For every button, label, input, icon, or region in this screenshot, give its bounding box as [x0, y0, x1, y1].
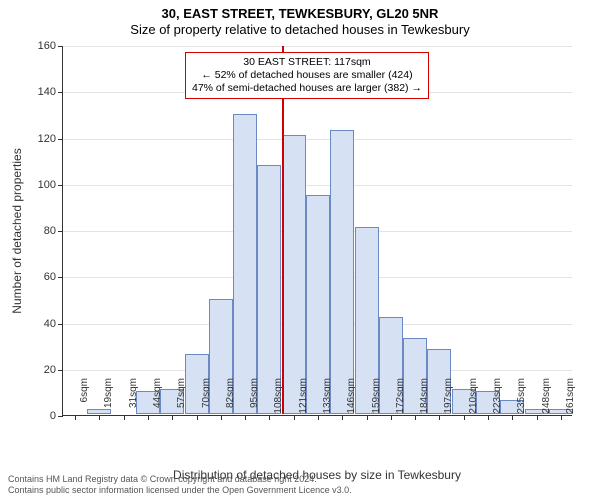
annotation-line1: 30 EAST STREET: 117sqm [192, 56, 422, 69]
xtick-mark [439, 415, 440, 420]
xtick-mark [99, 415, 100, 420]
ytick-mark [58, 139, 63, 140]
xtick-mark [245, 415, 246, 420]
xtick-mark [367, 415, 368, 420]
reference-line [282, 46, 284, 414]
xtick-mark [488, 415, 489, 420]
ytick-label: 0 [20, 410, 56, 422]
ytick-label: 120 [20, 133, 56, 145]
annotation-box: 30 EAST STREET: 117sqm← 52% of detached … [185, 52, 429, 99]
xtick-mark [75, 415, 76, 420]
y-axis-label: Number of detached properties [10, 148, 24, 313]
footer-line1: Contains HM Land Registry data © Crown c… [8, 474, 352, 485]
histogram-bar [330, 130, 354, 414]
chart-area: 0204060801001201401606sqm19sqm31sqm44sqm… [62, 46, 572, 416]
ytick-mark [58, 46, 63, 47]
footer-line2: Contains public sector information licen… [8, 485, 352, 496]
xtick-mark [537, 415, 538, 420]
histogram-bar [282, 135, 306, 414]
ytick-mark [58, 92, 63, 93]
xtick-mark [148, 415, 149, 420]
xtick-mark [318, 415, 319, 420]
ytick-mark [58, 185, 63, 186]
ytick-label: 60 [20, 271, 56, 283]
xtick-mark [512, 415, 513, 420]
ytick-label: 40 [20, 318, 56, 330]
ytick-mark [58, 416, 63, 417]
xtick-mark [124, 415, 125, 420]
title-block: 30, EAST STREET, TEWKESBURY, GL20 5NR Si… [0, 0, 600, 37]
chart-container: 30, EAST STREET, TEWKESBURY, GL20 5NR Si… [0, 0, 600, 500]
ytick-label: 20 [20, 364, 56, 376]
grid-line [63, 185, 572, 186]
ytick-mark [58, 324, 63, 325]
xtick-mark [197, 415, 198, 420]
footer-attribution: Contains HM Land Registry data © Crown c… [8, 474, 352, 497]
xtick-mark [464, 415, 465, 420]
chart-address: 30, EAST STREET, TEWKESBURY, GL20 5NR [0, 6, 600, 21]
ytick-mark [58, 231, 63, 232]
grid-line [63, 139, 572, 140]
ytick-label: 160 [20, 40, 56, 52]
xtick-mark [269, 415, 270, 420]
annotation-line2: ← 52% of detached houses are smaller (42… [192, 69, 422, 82]
ytick-label: 100 [20, 179, 56, 191]
xtick-label: 235sqm [516, 378, 527, 422]
xtick-mark [391, 415, 392, 420]
xtick-label: 261sqm [565, 378, 576, 422]
xtick-mark [221, 415, 222, 420]
ytick-mark [58, 370, 63, 371]
xtick-mark [172, 415, 173, 420]
xtick-label: 248sqm [541, 378, 552, 422]
ytick-mark [58, 277, 63, 278]
xtick-mark [294, 415, 295, 420]
annotation-line3: 47% of semi-detached houses are larger (… [192, 82, 422, 95]
plot-region: 0204060801001201401606sqm19sqm31sqm44sqm… [62, 46, 572, 416]
ytick-label: 140 [20, 86, 56, 98]
grid-line [63, 46, 572, 47]
histogram-bar [233, 114, 257, 414]
ytick-label: 80 [20, 225, 56, 237]
xtick-mark [561, 415, 562, 420]
xtick-label: 6sqm [79, 378, 90, 422]
xtick-mark [415, 415, 416, 420]
chart-subtitle: Size of property relative to detached ho… [0, 22, 600, 37]
xtick-mark [342, 415, 343, 420]
histogram-bar [257, 165, 281, 414]
xtick-label: 19sqm [103, 378, 114, 422]
